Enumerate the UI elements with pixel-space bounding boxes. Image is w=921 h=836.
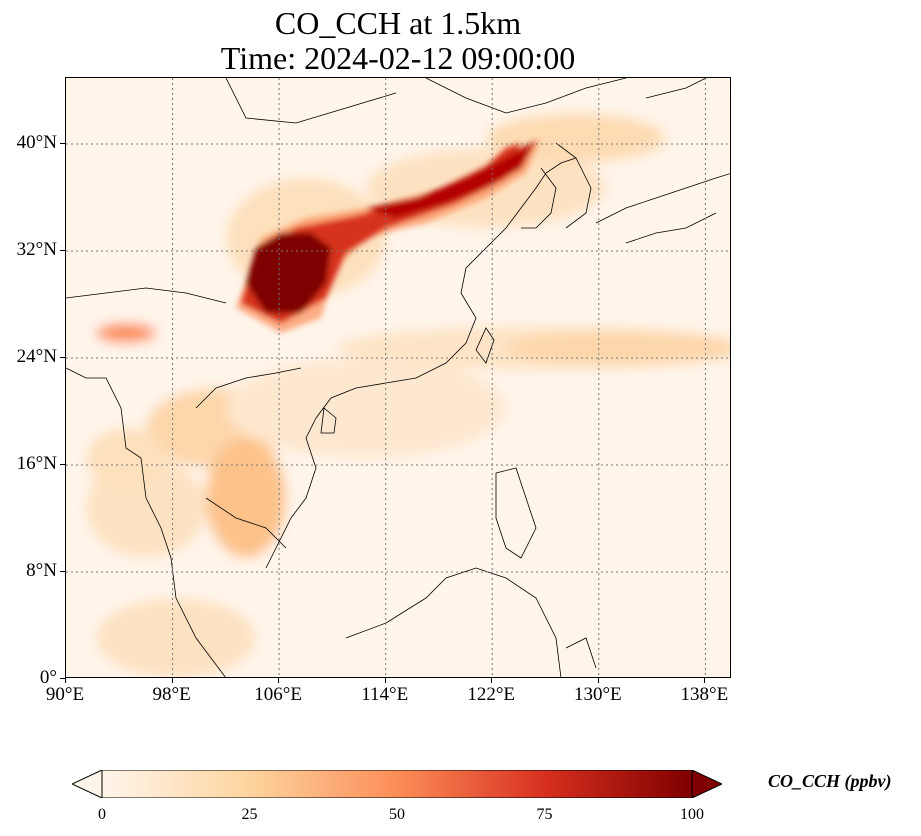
map-title-line2: Time: 2024-02-12 09:00:00 [220,40,576,76]
colorbar-tick-label: 0 [98,806,106,823]
colorbar-tick-label: 50 [389,806,405,823]
colorbar-tick-label: 100 [680,806,704,823]
lat-tick-label: 40°N [16,132,57,153]
lon-tick-label: 138°E [680,684,729,705]
high-concentration-plume [236,138,541,333]
lat-tick-mark [60,250,65,251]
lon-tick-mark [171,678,173,683]
map-title-line1: CO_CCH at 1.5km [274,5,522,41]
lon-tick-label: 90°E [45,684,85,705]
lon-tick-mark [278,678,280,683]
lon-tick-label: 98°E [152,684,191,705]
colorbar [72,770,722,798]
lon-tick-label: 122°E [467,684,516,705]
lon-tick-mark [491,678,493,683]
lon-tick-mark [65,678,66,683]
lat-tick-mark [60,143,65,144]
gridlines [66,78,730,677]
map-canvas [66,78,730,677]
lon-tick-mark [704,678,706,683]
lat-tick-label: 16°N [16,453,57,474]
colorbar-tick-label: 75 [536,806,553,823]
lat-tick-label: 0° [39,667,57,688]
lon-tick-label: 106°E [254,684,302,705]
lat-tick-label: 24°N [16,346,57,367]
concentration-field [66,78,730,677]
colorbar-label: CO_CCH (ppbv) [768,771,892,791]
map-panel[interactable] [65,77,731,678]
lat-tick-mark [60,357,65,358]
lat-tick-mark [60,678,65,679]
colorbar-gradient [101,770,693,798]
lon-tick-label: 130°E [573,684,622,705]
coastlines [66,78,730,677]
colorbar-tick-label: 25 [241,806,258,823]
lat-tick-mark [60,571,65,572]
lon-tick-mark [597,678,599,683]
colorbar-min-extend [72,770,103,798]
lat-tick-label: 32°N [16,239,57,260]
lon-tick-label: 114°E [361,684,409,705]
lat-tick-label: 8°N [26,560,57,581]
lat-tick-mark [60,464,65,465]
lon-tick-mark [384,678,386,683]
colorbar-max-extend [691,770,722,798]
